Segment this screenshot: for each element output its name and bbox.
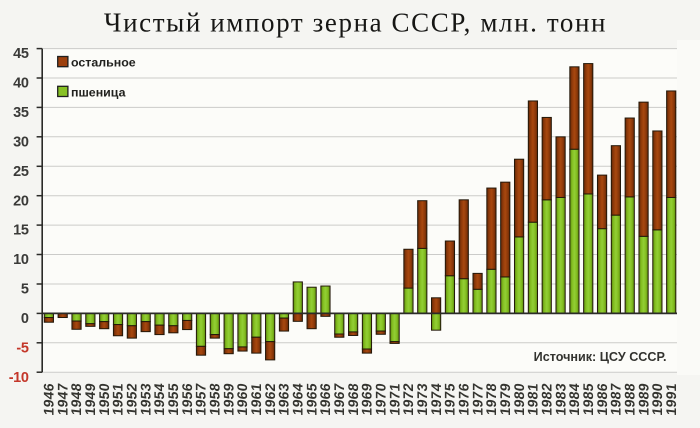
- svg-text:1964: 1964: [290, 382, 306, 416]
- svg-text:1948: 1948: [68, 382, 84, 416]
- svg-text:1968: 1968: [345, 382, 361, 416]
- svg-text:1970: 1970: [373, 382, 389, 416]
- svg-text:1979: 1979: [497, 382, 513, 416]
- svg-text:15: 15: [13, 223, 29, 239]
- svg-text:1981: 1981: [525, 382, 541, 416]
- svg-text:1972: 1972: [400, 382, 416, 416]
- svg-text:1987: 1987: [608, 382, 624, 416]
- svg-text:30: 30: [13, 134, 29, 150]
- svg-text:1951: 1951: [110, 382, 126, 416]
- svg-text:1991: 1991: [663, 382, 679, 416]
- svg-text:1974: 1974: [428, 382, 444, 416]
- svg-text:35: 35: [13, 105, 29, 121]
- svg-text:остальное: остальное: [71, 56, 136, 70]
- svg-text:1977: 1977: [469, 382, 485, 416]
- svg-text:1988: 1988: [621, 382, 637, 416]
- svg-text:Чистый импорт зерна СССР, млн.: Чистый импорт зерна СССР, млн. тонн: [104, 8, 607, 38]
- svg-text:1976: 1976: [456, 382, 472, 416]
- svg-text:1958: 1958: [207, 382, 223, 416]
- svg-text:1985: 1985: [580, 382, 596, 416]
- svg-text:1952: 1952: [124, 382, 140, 416]
- svg-text:1983: 1983: [552, 382, 568, 416]
- svg-text:1982: 1982: [538, 382, 554, 416]
- svg-text:1980: 1980: [511, 382, 527, 416]
- svg-text:1955: 1955: [165, 382, 181, 416]
- svg-text:1954: 1954: [151, 382, 167, 416]
- svg-text:1947: 1947: [54, 382, 70, 416]
- svg-text:1965: 1965: [303, 382, 319, 416]
- svg-text:1984: 1984: [566, 382, 582, 416]
- svg-text:-5: -5: [16, 340, 28, 356]
- svg-text:1975: 1975: [442, 382, 458, 416]
- svg-text:1990: 1990: [649, 382, 665, 416]
- svg-text:10: 10: [13, 252, 29, 268]
- svg-text:1962: 1962: [262, 382, 278, 416]
- svg-text:-10: -10: [9, 370, 29, 386]
- svg-text:1986: 1986: [594, 382, 610, 416]
- svg-text:1949: 1949: [82, 382, 98, 416]
- svg-text:25: 25: [13, 164, 29, 180]
- svg-text:1961: 1961: [248, 382, 264, 416]
- svg-text:1953: 1953: [137, 382, 153, 416]
- svg-text:20: 20: [13, 193, 29, 209]
- svg-text:45: 45: [13, 46, 29, 62]
- svg-text:1957: 1957: [193, 382, 209, 416]
- svg-text:Источник: ЦСУ СССР.: Источник: ЦСУ СССР.: [534, 350, 667, 364]
- svg-text:1950: 1950: [96, 382, 112, 416]
- svg-text:0: 0: [21, 311, 29, 327]
- svg-text:1969: 1969: [359, 382, 375, 416]
- svg-text:5: 5: [21, 282, 29, 298]
- svg-text:1963: 1963: [276, 382, 292, 416]
- svg-text:1971: 1971: [386, 382, 402, 416]
- svg-text:1978: 1978: [483, 382, 499, 416]
- svg-text:1989: 1989: [635, 382, 651, 416]
- svg-text:1960: 1960: [234, 382, 250, 416]
- svg-text:1959: 1959: [220, 382, 236, 416]
- svg-text:1967: 1967: [331, 382, 347, 416]
- svg-text:40: 40: [13, 76, 29, 92]
- svg-text:1956: 1956: [179, 382, 195, 416]
- svg-text:пшеница: пшеница: [71, 85, 126, 99]
- svg-text:1946: 1946: [41, 382, 57, 416]
- svg-text:1966: 1966: [317, 382, 333, 416]
- svg-text:1973: 1973: [414, 382, 430, 416]
